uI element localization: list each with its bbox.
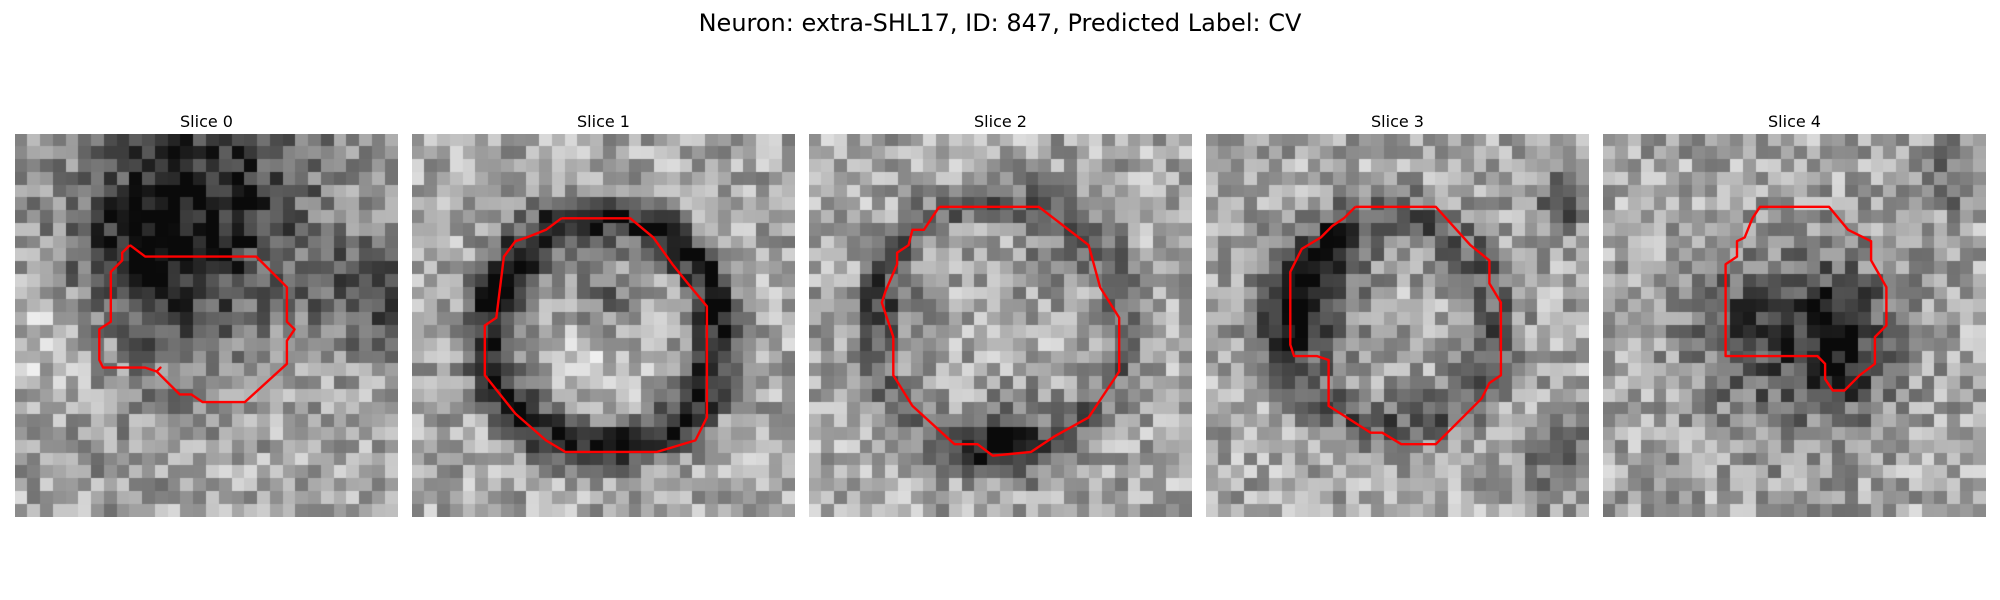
slice-image — [412, 134, 795, 517]
slice-title: Slice 2 — [974, 112, 1027, 131]
slice-image — [1603, 134, 1986, 517]
slice-title: Slice 4 — [1768, 112, 1821, 131]
slice-panel-1: Slice 1 — [412, 110, 795, 517]
contour-overlay — [483, 217, 709, 454]
slice-panel-4: Slice 4 — [1603, 110, 1986, 517]
slice-panel-0: Slice 0 — [15, 110, 398, 517]
contour-overlay — [1289, 205, 1503, 446]
figure-title: Neuron: extra-SHL17, ID: 847, Predicted … — [698, 9, 1302, 37]
slice-title: Slice 3 — [1371, 112, 1424, 131]
contour-overlay — [98, 244, 296, 404]
cell-contour-line — [1289, 205, 1503, 446]
slice-panel-3: Slice 3 — [1206, 110, 1589, 517]
cell-contour-line — [880, 205, 1121, 457]
slice-title: Slice 1 — [577, 112, 630, 131]
contour-overlay — [1724, 205, 1888, 392]
slice-image — [1206, 134, 1589, 517]
cell-contour-line — [98, 244, 296, 404]
slice-title: Slice 0 — [180, 112, 233, 131]
slice-image — [809, 134, 1192, 517]
slice-image — [15, 134, 398, 517]
contour-overlay — [880, 205, 1121, 457]
cell-contour-line — [483, 217, 709, 454]
slice-panel-2: Slice 2 — [809, 110, 1192, 517]
cell-contour-line — [1724, 205, 1888, 392]
